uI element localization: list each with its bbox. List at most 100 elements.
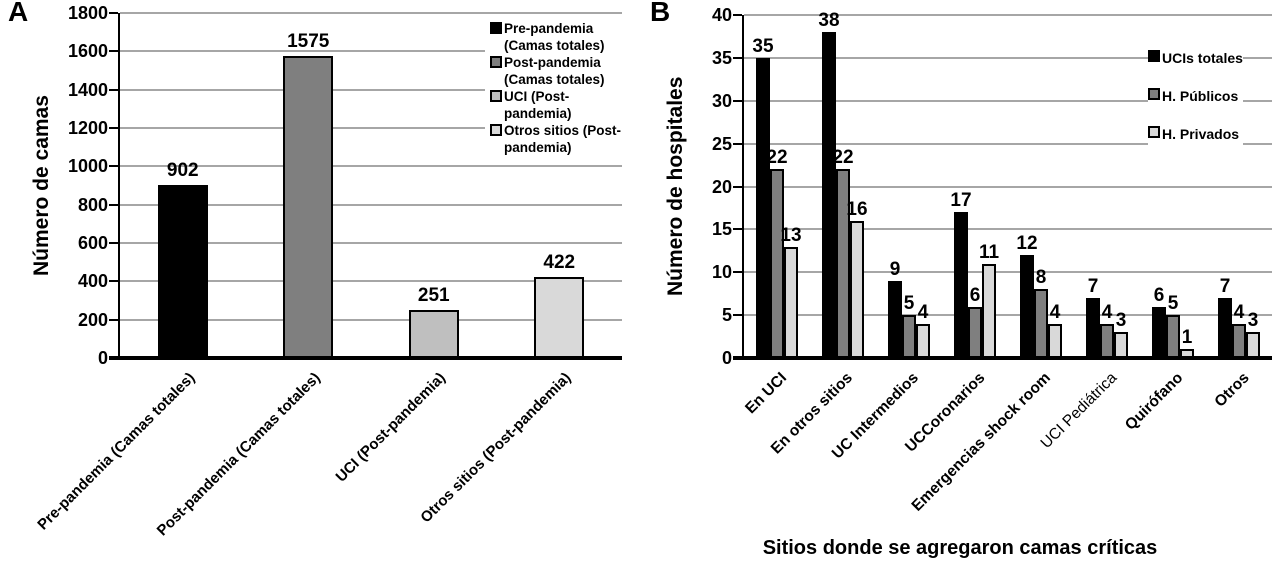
y-axis-tick-mark [109,165,118,168]
bar-value-label: 22 [832,147,854,169]
gridline [120,50,622,53]
y-tick-label: 40 [711,5,732,25]
bar [1086,297,1100,358]
bar [850,220,864,358]
gridline [120,242,622,244]
bar [784,246,798,358]
bar-value-label: 6 [1153,284,1165,306]
y-axis-tick-mark [109,203,118,206]
y-axis-tick-mark [733,56,742,59]
legend-label: H. Privados [1162,124,1239,144]
legend-marker-square [490,90,502,102]
panel-b-x-tick-labels: En UCI En otros sitios UC Intermedios UCCor… [742,362,1270,537]
bar-value-label: 13 [780,224,802,246]
bar-value-label: 22 [766,147,788,169]
y-axis-tick-mark [733,357,742,359]
panel-b-y-tick-labels: 0 5 10 15 20 25 30 35 40 [640,6,732,367]
legend-entry: UCI (Post-pandemia) [490,88,644,122]
y-axis-tick-mark [109,242,118,244]
panel-a-y-tick-labels: 0 200 400 600 800 1000 1200 1400 1600 1800 [0,4,108,367]
y-axis-tick-mark [733,185,742,188]
gridline [120,318,622,321]
bar-value-label: 4 [1233,301,1245,323]
bar-value-label: 8 [1035,267,1047,289]
legend-label: UCI (Post-pandemia) [504,88,572,122]
legend-marker-square [1148,126,1160,138]
legend-label: UCIs totales [1162,48,1243,68]
legend-label-line: Post-pandemia [504,55,601,70]
x-tick-label: Otros [1211,369,1253,411]
panel-b-x-axis-title: Sitios donde se agregaron camas críticas [762,537,1158,559]
bar [1218,297,1232,358]
panel-a-legend: Pre-pandemia (Camas totales) Post-pandemia… [485,16,644,158]
gridline [744,228,1272,231]
gridline [744,99,1272,102]
y-tick-label: 1600 [67,41,108,62]
legend-marker-square [490,22,502,34]
y-tick-label: 1800 [67,3,108,23]
y-tick-label: 1000 [67,156,108,177]
panel-b-letter: B [650,0,671,27]
y-tick-label: 600 [77,233,108,253]
y-tick-label: 25 [711,133,732,154]
bar [982,263,996,358]
panel-a-bar-chart: A Número de camas 0 200 400 600 800 1000 1200 1… [0,0,622,540]
y-tick-label: 15 [711,219,732,240]
legend-label-line: (Camas totales) [504,38,605,53]
bar [283,56,334,358]
legend-label-line: UCIs totales [1162,50,1243,66]
y-axis-tick-mark [109,280,118,283]
legend-entry: Pre-pandemia (Camas totales) [490,20,644,54]
y-tick-label: 10 [711,262,732,283]
bar [1246,332,1260,358]
panel-b-legend: UCIs totales H. Públicos H. Privados [1148,48,1243,162]
bar-value-label: 38 [818,10,840,32]
bar-value-label: 1575 [287,31,330,53]
bar [408,309,459,358]
bar-value-label: 902 [166,160,199,182]
y-axis-tick-mark [109,318,118,321]
y-axis-tick-mark [109,88,118,91]
gridline [744,314,1272,317]
gridline [744,14,1272,16]
panel-b-plot-area: 35 22 13 38 22 16 9 5 4 17 6 11 12 8 4 7 4 3 6 5 1 7 4 3 [733,11,1272,360]
y-tick-label: 0 [721,348,732,368]
bar [770,169,784,358]
bar-value-label: 422 [543,252,576,274]
bar [968,306,982,358]
bar [888,280,902,358]
gridline [120,88,622,91]
bar [1166,315,1180,358]
y-tick-label: 1200 [67,118,108,138]
y-tick-label: 0 [97,348,108,368]
bar [1100,323,1114,358]
bar-value-label: 4 [1049,301,1061,323]
x-tick-label: Otros sitios (Post-pandemia) [417,369,575,527]
x-tick-label: Emergencias shock room [908,369,1055,515]
bar-value-label: 17 [950,190,972,212]
bar-value-label: 7 [1087,275,1099,297]
gridline [120,127,622,129]
bar-value-label: 1 [1181,327,1193,349]
bar-value-label: 5 [903,293,915,315]
bar [1114,332,1128,358]
gridline [120,12,622,14]
y-tick-label: 5 [721,305,732,326]
panel-b-grouped-bar-chart: B Número de hospitales 0 5 10 15 20 25 30 35 40 … [640,0,1280,570]
y-axis-tick-mark [733,271,742,274]
y-tick-label: 30 [711,90,732,111]
legend-marker-square [1148,50,1160,62]
legend-label-line: pandemia) [504,140,572,155]
bar-value-label: 11 [978,241,1000,263]
legend-entry: UCIs totales [1148,48,1243,68]
panel-a-letter: A [8,0,29,27]
legend-label-line: (Camas totales) [504,72,605,87]
bar [954,212,968,358]
legend-label: Otros sitios (Post-pandemia) [504,122,621,156]
y-tick-label: 800 [77,194,108,215]
y-tick-label: 20 [711,176,732,197]
gridline [744,56,1272,59]
x-tick-label: Quirófano [1121,369,1187,434]
x-tick-label: En UCI [742,369,791,418]
bar [157,185,208,358]
